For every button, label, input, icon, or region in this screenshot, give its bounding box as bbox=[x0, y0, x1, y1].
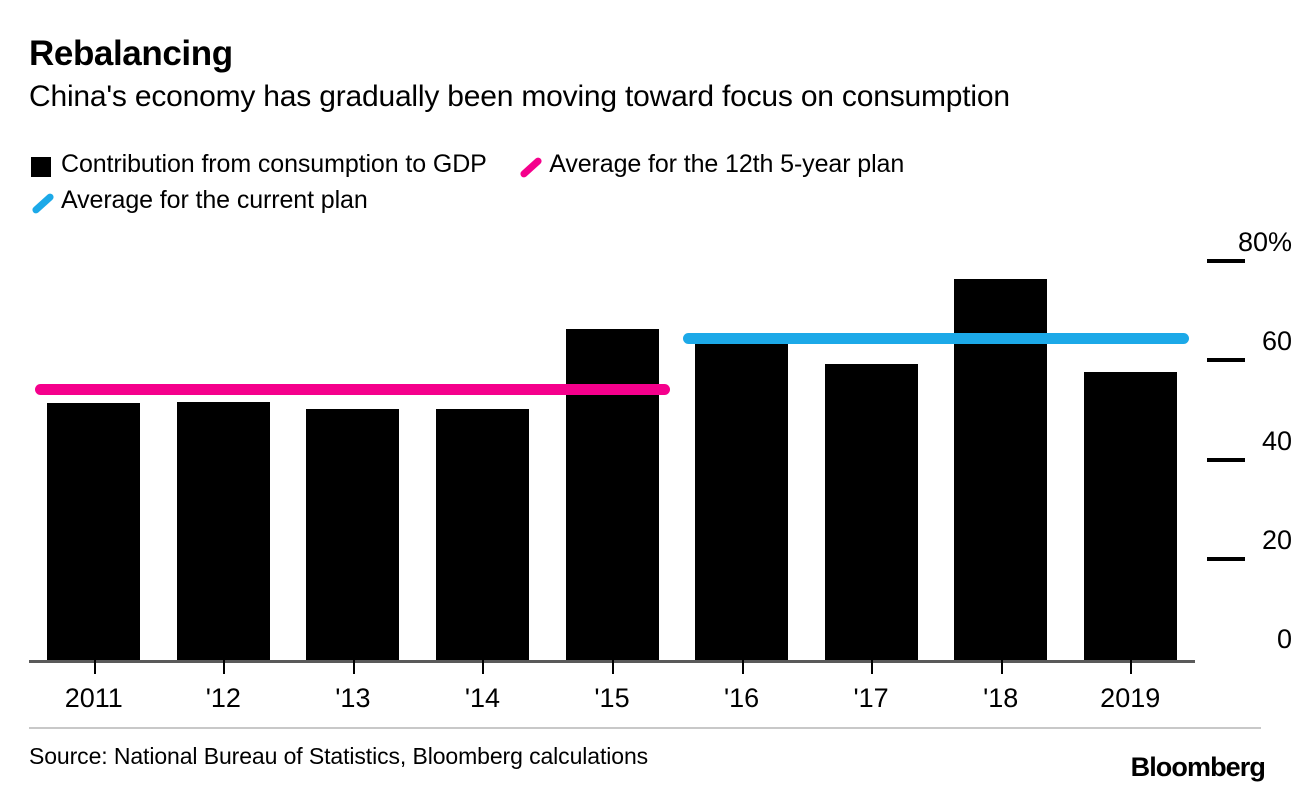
y-tick-label: 20 bbox=[1261, 524, 1292, 555]
x-tick-mark bbox=[1000, 660, 1003, 674]
chart-header: Rebalancing China's economy has graduall… bbox=[29, 34, 1259, 115]
x-tick-mark bbox=[352, 660, 355, 674]
x-tick-label-2019: 2019 bbox=[1100, 683, 1161, 713]
x-tick-label-18: '18 bbox=[983, 683, 1019, 713]
y-tick-label: 60 bbox=[1261, 326, 1292, 357]
x-tick-mark bbox=[223, 660, 226, 674]
bar-2019 bbox=[1083, 372, 1177, 660]
x-tick-label-15: '15 bbox=[594, 683, 630, 713]
square-swatch-icon bbox=[29, 152, 53, 177]
x-tick-mark bbox=[482, 660, 485, 674]
bar-12 bbox=[176, 401, 270, 660]
bar-14 bbox=[435, 408, 529, 660]
reference-line-current-plan bbox=[683, 333, 1189, 345]
legend-row-2: Average for the current plan bbox=[29, 182, 1209, 218]
y-tick-60: 60 bbox=[1195, 326, 1296, 363]
x-tick-label-14: '14 bbox=[464, 683, 501, 713]
x-tick-label-12: '12 bbox=[205, 683, 241, 713]
bar-15 bbox=[565, 328, 659, 660]
x-tick-mark bbox=[93, 660, 96, 674]
x-tick-mark bbox=[871, 660, 874, 674]
y-tick-20: 20 bbox=[1195, 525, 1296, 561]
x-tick-mark bbox=[1130, 660, 1133, 674]
y-axis: 0 20 40 60 80% bbox=[1195, 0, 1296, 700]
legend-item-avg-12th-plan: Average for the 12th 5-year plan bbox=[517, 146, 904, 182]
reference-line-12th-plan bbox=[35, 384, 671, 396]
x-tick-label-13: '13 bbox=[335, 683, 371, 713]
legend-label-avg-12th-plan: Average for the 12th 5-year plan bbox=[549, 149, 905, 178]
x-axis: 2011 '12 '13 '14 '15 '16 '17 '18 2019 bbox=[0, 660, 1296, 720]
x-tick-label-17: '17 bbox=[853, 683, 889, 713]
y-tick-mark bbox=[1207, 259, 1245, 263]
y-tick-40: 40 bbox=[1195, 426, 1296, 462]
legend-row-1: Contribution from consumption to GDP Ave… bbox=[29, 146, 1209, 182]
legend-item-avg-current-plan: Average for the current plan bbox=[29, 182, 368, 218]
y-tick-label: 80% bbox=[1237, 227, 1292, 257]
y-tick-label: 40 bbox=[1261, 425, 1292, 456]
x-tick-mark bbox=[741, 660, 744, 674]
chart-legend: Contribution from consumption to GDP Ave… bbox=[29, 146, 1209, 218]
y-tick-0: 0 bbox=[1195, 624, 1296, 660]
y-tick-label: 0 bbox=[1276, 624, 1292, 654]
bar-17 bbox=[824, 364, 918, 660]
bloomberg-logo: Bloomberg bbox=[1130, 752, 1266, 782]
x-tick-mark bbox=[612, 660, 614, 674]
x-tick-label-2011: 2011 bbox=[64, 683, 123, 713]
y-tick-mark bbox=[1207, 556, 1245, 561]
bar-2011 bbox=[47, 402, 141, 660]
page-title: Rebalancing bbox=[29, 34, 233, 73]
bar-16 bbox=[695, 342, 789, 660]
legend-label-avg-current-plan: Average for the current plan bbox=[61, 185, 368, 214]
footer-divider bbox=[29, 727, 1261, 729]
y-tick-80: 80% bbox=[1195, 227, 1296, 263]
source-note: Source: National Bureau of Statistics, B… bbox=[29, 743, 649, 769]
bar-13 bbox=[306, 408, 400, 660]
y-tick-mark bbox=[1207, 457, 1245, 462]
chart-subtitle: China's economy has gradually been movin… bbox=[29, 80, 1010, 113]
y-tick-mark bbox=[1207, 358, 1245, 363]
legend-label-consumption: Contribution from consumption to GDP bbox=[61, 149, 487, 178]
legend-item-consumption: Contribution from consumption to GDP bbox=[29, 146, 487, 182]
x-tick-label-16: '16 bbox=[723, 683, 760, 713]
